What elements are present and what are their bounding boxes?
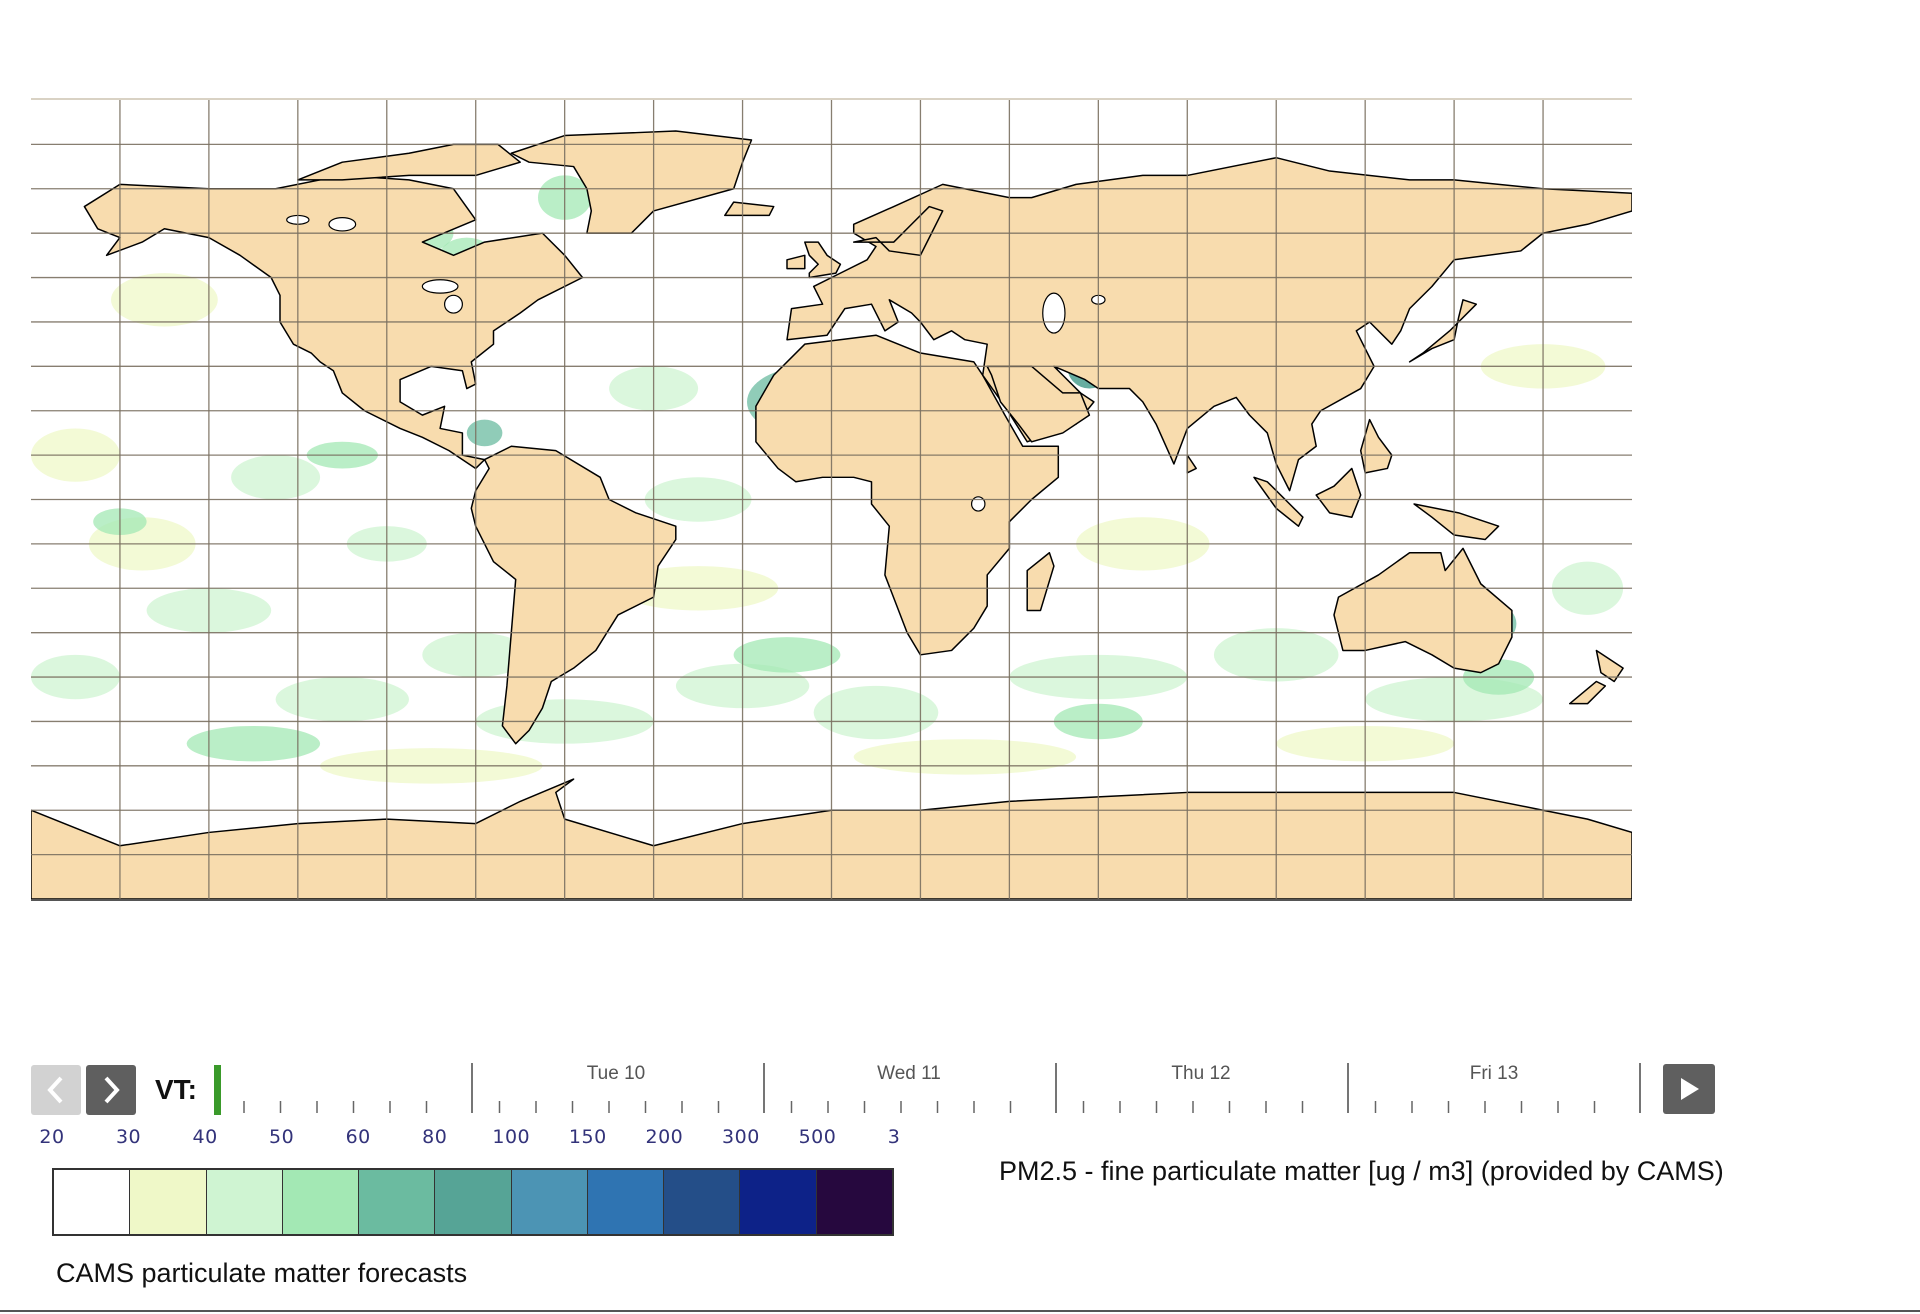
map-canvas (31, 100, 1632, 899)
world-map (31, 98, 1632, 901)
australia (1333, 547, 1513, 674)
japan (1408, 299, 1478, 363)
legend-swatch (740, 1170, 817, 1234)
pm25-region (231, 455, 321, 500)
legend-swatch (206, 1170, 283, 1234)
legend-label: 60 (345, 1126, 371, 1148)
legend-label: 100 (492, 1126, 531, 1148)
legend-label: 200 (645, 1126, 684, 1148)
new-zealand-south (1568, 680, 1607, 705)
legend-swatch (54, 1170, 131, 1234)
legend-label: 3 (887, 1126, 901, 1148)
variable-title: PM2.5 - fine particulate matter [ug / m3… (999, 1156, 1724, 1186)
legend-swatch (587, 1170, 665, 1234)
time-slider-track[interactable]: Tue 10 Wed 11 Thu 12 Fri 13 (210, 1055, 1650, 1125)
lake (421, 279, 459, 294)
legend-label: 80 (422, 1126, 448, 1148)
pm25-region (733, 637, 841, 673)
pm25-region (466, 419, 503, 447)
day-label-fri: Fri 13 (1469, 1063, 1519, 1084)
legend-value-labels: 20 30 40 50 60 80 100 150 200 300 500 3 (0, 1126, 920, 1156)
lake (328, 217, 357, 232)
legend-swatch (511, 1170, 588, 1234)
day-label-wed: Wed 11 (877, 1063, 941, 1084)
legend-label: 500 (798, 1126, 837, 1148)
day-label-tue: Tue 10 (586, 1063, 646, 1084)
legend-swatch (359, 1170, 436, 1234)
product-title: CAMS particulate matter forecasts (56, 1258, 468, 1288)
play-button[interactable] (1663, 1064, 1715, 1114)
philippines (1359, 418, 1393, 474)
legend-swatch (282, 1170, 360, 1234)
pm25-region (813, 685, 939, 740)
next-step-button[interactable] (86, 1065, 136, 1115)
graticule-grid (31, 100, 1632, 899)
pm25-region (853, 739, 1077, 775)
legend-label: 50 (269, 1126, 295, 1148)
current-time-marker (214, 1065, 221, 1115)
ireland (786, 254, 806, 270)
previous-step-button[interactable] (31, 1065, 81, 1115)
day-label-thu: Thu 12 (1171, 1063, 1231, 1084)
bottom-divider (0, 1310, 1920, 1312)
legend-swatch (435, 1170, 512, 1234)
arabia-filler (986, 365, 1091, 443)
play-icon (1681, 1078, 1699, 1100)
new-guinea (1413, 503, 1500, 541)
greenland (510, 130, 753, 234)
legend-colorbar (52, 1168, 894, 1236)
legend-label: 40 (192, 1126, 218, 1148)
legend-label: 30 (115, 1126, 142, 1148)
madagascar (1026, 551, 1055, 612)
legend-label: 20 (39, 1126, 65, 1148)
new-zealand-north (1595, 649, 1624, 683)
chevron-right-icon (104, 1076, 120, 1104)
valid-time-label: VT: (155, 1074, 197, 1105)
legend-swatch (664, 1170, 741, 1234)
legend-label: 300 (722, 1126, 760, 1148)
lake (970, 496, 986, 512)
pm25-region (275, 677, 409, 722)
lake (443, 294, 463, 314)
iceland (724, 201, 775, 217)
pm25-region (186, 725, 321, 762)
timeline-ticks (214, 1063, 1641, 1115)
borneo (1315, 467, 1362, 518)
eurasia (786, 156, 1632, 492)
pm25-region (110, 273, 218, 327)
sumatra (1253, 476, 1304, 527)
south-america (470, 445, 677, 745)
canadian-archipelago (297, 143, 521, 181)
legend-swatch (816, 1170, 892, 1234)
legend-swatch (130, 1170, 207, 1234)
legend-label: 150 (568, 1126, 607, 1148)
chevron-left-icon (47, 1076, 63, 1104)
lake (1042, 292, 1066, 334)
